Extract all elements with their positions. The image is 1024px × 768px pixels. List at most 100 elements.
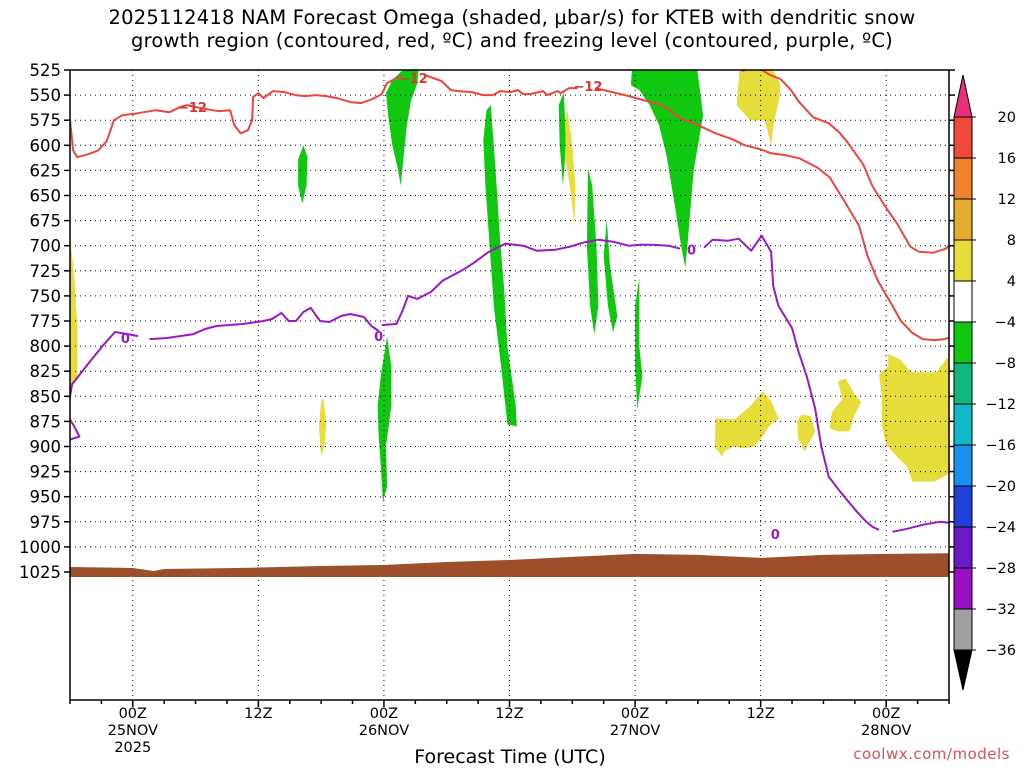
- contour-purple-freezing: [381, 238, 681, 326]
- y-tick-label: 700: [30, 237, 62, 256]
- y-tick-label: 1025: [19, 563, 61, 582]
- y-tick-label: 550: [30, 86, 62, 105]
- y-tick-label: 825: [30, 362, 62, 381]
- chart-title-line-1: 2025112418 NAM Forecast Omega (shaded, μ…: [108, 6, 916, 29]
- x-tick-label: 26NOV: [359, 723, 409, 739]
- contour-purple-freezing: [149, 306, 380, 341]
- y-tick-label: 575: [30, 111, 62, 130]
- y-tick-label: 725: [30, 262, 62, 281]
- omega-shade-green: [483, 105, 517, 427]
- y-tick-label: 525: [30, 61, 62, 80]
- contour-purple-freezing: [70, 331, 139, 441]
- colorbar-bin: [953, 321, 973, 364]
- colorbar-label: −8: [995, 356, 1016, 372]
- omega-shade-yellow: [714, 391, 779, 457]
- colorbar-label: 16: [998, 151, 1016, 167]
- contour-labels: −12 −12 −12 0 0 0 0: [121, 72, 780, 543]
- colorbar-bin: [953, 485, 973, 528]
- colorbar-bin: [953, 239, 973, 282]
- x-tick-label: 00Z: [621, 706, 649, 722]
- chart-title: 2025112418 NAM Forecast Omega (shaded, μ…: [0, 6, 1024, 52]
- colorbar-label: −32: [985, 602, 1016, 618]
- y-tick-label: 675: [30, 212, 62, 231]
- colorbar-bin: [953, 403, 973, 446]
- omega-shade-green: [635, 277, 643, 410]
- y-tick-label: 775: [30, 312, 62, 331]
- contour-label-purple: 0: [771, 528, 780, 543]
- y-tick-label: 875: [30, 412, 62, 431]
- y-tick-label: 900: [30, 438, 62, 457]
- colorbar-label: −12: [985, 397, 1016, 413]
- x-tick-label: 12Z: [746, 706, 774, 722]
- y-tick-label: 600: [30, 136, 62, 155]
- x-tick-label: 28NOV: [861, 723, 911, 739]
- y-tick-label: 850: [30, 387, 62, 406]
- x-tick-label: 27NOV: [610, 723, 660, 739]
- colorbar: 20 16 12 8 4 −4 −8 −12 −16 −20 −24 −28 −32 −36: [953, 74, 1016, 691]
- x-tick-label: 00Z: [370, 706, 398, 722]
- colorbar-bin: [953, 198, 973, 241]
- y-tick-label: 975: [30, 513, 62, 532]
- contour-label-purple: 0: [121, 332, 130, 347]
- colorbar-bin: [953, 567, 973, 610]
- colorbar-label: 4: [1007, 274, 1016, 290]
- colorbar-bin: [953, 526, 973, 569]
- terrain: [70, 553, 949, 577]
- colorbar-bin: [953, 362, 973, 405]
- omega-shade-yellow: [319, 398, 327, 457]
- terrain-fill: [70, 553, 949, 577]
- colorbar-label: 12: [998, 192, 1016, 208]
- omega-shade-yellow: [70, 235, 78, 387]
- credit-link[interactable]: coolwx.com/models: [853, 745, 1010, 763]
- x-tick-label: 25NOV: [108, 723, 158, 739]
- colorbar-label: −20: [985, 479, 1016, 495]
- gridlines: [70, 70, 949, 700]
- contour-red-minus12: [759, 70, 949, 254]
- omega-shade-green: [558, 92, 566, 186]
- x-tick-label: 2025: [114, 740, 151, 756]
- contour-label-red: −12: [178, 101, 207, 116]
- omega-shade-green: [603, 219, 618, 332]
- colorbar-label: −4: [995, 315, 1016, 331]
- contour-purple-freezing: [892, 520, 949, 533]
- chart-title-line-2: growth region (contoured, red, ºC) and f…: [131, 29, 893, 52]
- contour-red-minus12: [424, 74, 578, 97]
- colorbar-bin: [953, 116, 973, 159]
- y-tick-label: 950: [30, 488, 62, 507]
- contour-red-minus12: [70, 74, 403, 159]
- omega-shade-green: [377, 336, 392, 502]
- colorbar-top-arrow: [953, 74, 973, 118]
- y-tick-label: 925: [30, 463, 62, 482]
- y-tick-label: 800: [30, 337, 62, 356]
- x-tick-label: 00Z: [119, 706, 147, 722]
- omega-shade-yellow: [565, 107, 576, 226]
- contour-label-red: −12: [399, 72, 428, 87]
- omega-shade-green: [386, 70, 419, 186]
- omega-shade-green: [298, 145, 308, 204]
- colorbar-bin: [953, 280, 973, 323]
- y-tick-label: 1000: [19, 538, 61, 557]
- colorbar-label: 20: [998, 110, 1016, 126]
- omega-shade-green: [630, 70, 704, 268]
- x-tick-label: 00Z: [872, 706, 900, 722]
- contour-label-purple: 0: [687, 244, 696, 259]
- colorbar-bin: [953, 608, 973, 651]
- omega-shade-yellow: [878, 354, 949, 482]
- colorbar-label: −16: [985, 438, 1016, 454]
- x-tick-label: 12Z: [244, 706, 272, 722]
- colorbar-bin: [953, 157, 973, 200]
- y-axis: 525 550 575 600 625 650 675 700 725 750 775 800 825 8…: [19, 61, 955, 582]
- colorbar-bin: [953, 444, 973, 487]
- contour-label-purple: 0: [374, 330, 383, 345]
- colorbar-label: 8: [1007, 233, 1016, 249]
- omega-shade-yellow: [797, 414, 816, 452]
- omega-shade-yellow: [736, 70, 781, 146]
- colorbar-label: −28: [985, 561, 1016, 577]
- x-axis-title: Forecast Time (UTC): [414, 746, 606, 768]
- contour-label-red: −12: [573, 80, 602, 95]
- contour-purple-freezing: [703, 234, 880, 531]
- x-tick-label: 12Z: [495, 706, 523, 722]
- omega-shade-green: [586, 168, 599, 335]
- contour-lines: [70, 70, 949, 533]
